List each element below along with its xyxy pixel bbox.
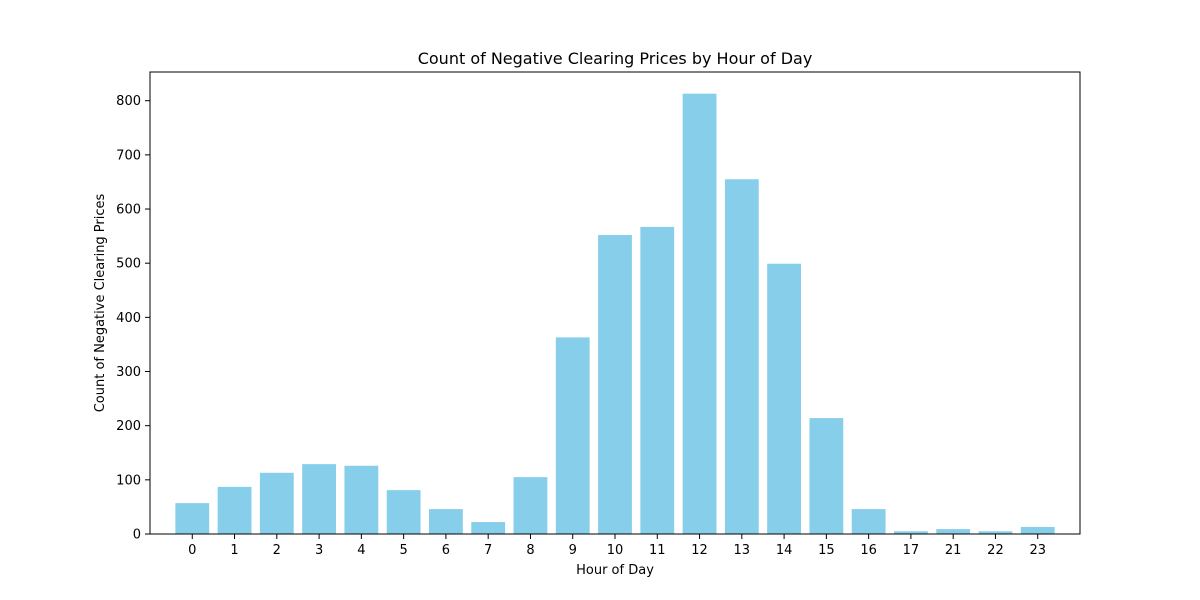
- x-tick-label: 2: [273, 543, 281, 558]
- x-tick-label: 1: [230, 543, 238, 558]
- bar-hour-8: [513, 477, 548, 534]
- x-tick-label: 4: [357, 543, 365, 558]
- y-tick-label: 700: [116, 148, 141, 163]
- x-axis-label: Hour of Day: [576, 563, 654, 578]
- y-axis: 0 100 200 300 400 500 600 700 800: [116, 94, 150, 543]
- bar-hour-2: [259, 472, 294, 534]
- y-tick-label: 500: [116, 257, 141, 272]
- bar-hour-0: [175, 503, 210, 534]
- x-tick-label: 16: [860, 543, 877, 558]
- bar-hour-7: [471, 522, 506, 534]
- x-tick-label: 22: [987, 543, 1004, 558]
- x-tick-label: 12: [691, 543, 708, 558]
- x-tick-label: 0: [188, 543, 196, 558]
- x-axis: 0 1 2 3 4 5 6 7 8 9 10 11 12 13 14 15 16 17 21 22 23: [188, 534, 1046, 558]
- x-tick-label: 14: [776, 543, 793, 558]
- y-tick-label: 100: [116, 473, 141, 488]
- bar-hour-11: [640, 226, 675, 534]
- y-tick-label: 300: [116, 365, 141, 380]
- bar-hour-22: [978, 531, 1013, 534]
- bar-hour-16: [851, 509, 886, 534]
- x-tick-label: 13: [734, 543, 751, 558]
- bar-hour-23: [1020, 526, 1055, 534]
- x-tick-label: 23: [1029, 543, 1046, 558]
- chart-title: Count of Negative Clearing Prices by Hou…: [418, 49, 813, 68]
- bar-hour-17: [894, 531, 928, 534]
- bar-hour-14: [767, 263, 801, 534]
- x-tick-label: 17: [903, 543, 920, 558]
- bar-hour-1: [217, 486, 252, 534]
- x-tick-label: 5: [399, 543, 407, 558]
- y-axis-label: Count of Negative Clearing Prices: [93, 193, 108, 412]
- bar-hour-21: [936, 529, 971, 534]
- x-tick-label: 6: [442, 543, 450, 558]
- bar-hour-12: [682, 93, 717, 534]
- y-tick-label: 800: [116, 94, 141, 109]
- bar-hour-10: [598, 235, 632, 534]
- bar-hour-6: [429, 509, 463, 534]
- bar-hour-4: [344, 465, 379, 534]
- y-tick-label: 200: [116, 419, 141, 434]
- bar-hour-13: [724, 179, 759, 535]
- bar-hour-15: [809, 418, 844, 534]
- x-tick-label: 3: [315, 543, 323, 558]
- bar-hour-9: [555, 337, 590, 534]
- x-tick-label: 10: [607, 543, 624, 558]
- x-tick-label: 15: [818, 543, 835, 558]
- bar-hour-5: [386, 490, 421, 534]
- y-tick-label: 600: [116, 203, 141, 218]
- x-tick-label: 7: [484, 543, 492, 558]
- bars-group: [175, 93, 1055, 535]
- x-tick-label: 8: [526, 543, 534, 558]
- x-tick-label: 11: [649, 543, 666, 558]
- x-tick-label: 21: [945, 543, 962, 558]
- y-tick-label: 400: [116, 311, 141, 326]
- bar-hour-3: [302, 464, 336, 534]
- x-tick-label: 9: [569, 543, 577, 558]
- y-tick-label: 0: [133, 528, 141, 543]
